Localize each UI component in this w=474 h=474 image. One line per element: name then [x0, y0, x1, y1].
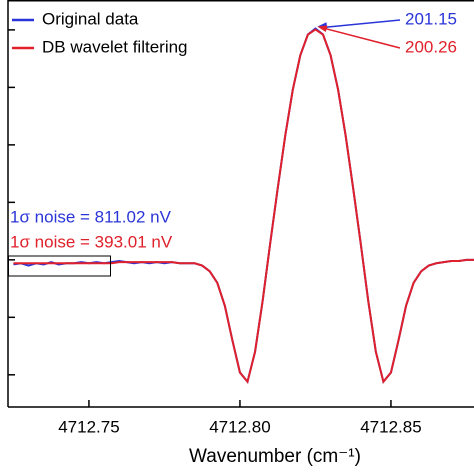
annotation: 1σ noise = 393.01 nV — [10, 232, 173, 251]
annotation-arrow — [321, 19, 401, 29]
x-tick-label: 4712.85 — [360, 417, 421, 436]
legend-label: DB wavelet filtering — [42, 37, 188, 56]
x-tick-label: 4712.75 — [58, 417, 119, 436]
annotation-arrow — [321, 26, 401, 49]
x-axis-label: Wavenumber (cm⁻¹) — [189, 446, 361, 467]
annotation: 200.26 — [405, 37, 457, 56]
annotation: 1σ noise = 811.02 nV — [10, 207, 172, 226]
noise-box — [8, 255, 111, 277]
data-line — [13, 27, 474, 384]
annotation: 201.15 — [405, 9, 457, 28]
legend-label: Original data — [42, 9, 139, 28]
data-line — [13, 28, 474, 384]
x-tick-label: 4712.80 — [209, 417, 270, 436]
arrow-head — [317, 25, 328, 33]
